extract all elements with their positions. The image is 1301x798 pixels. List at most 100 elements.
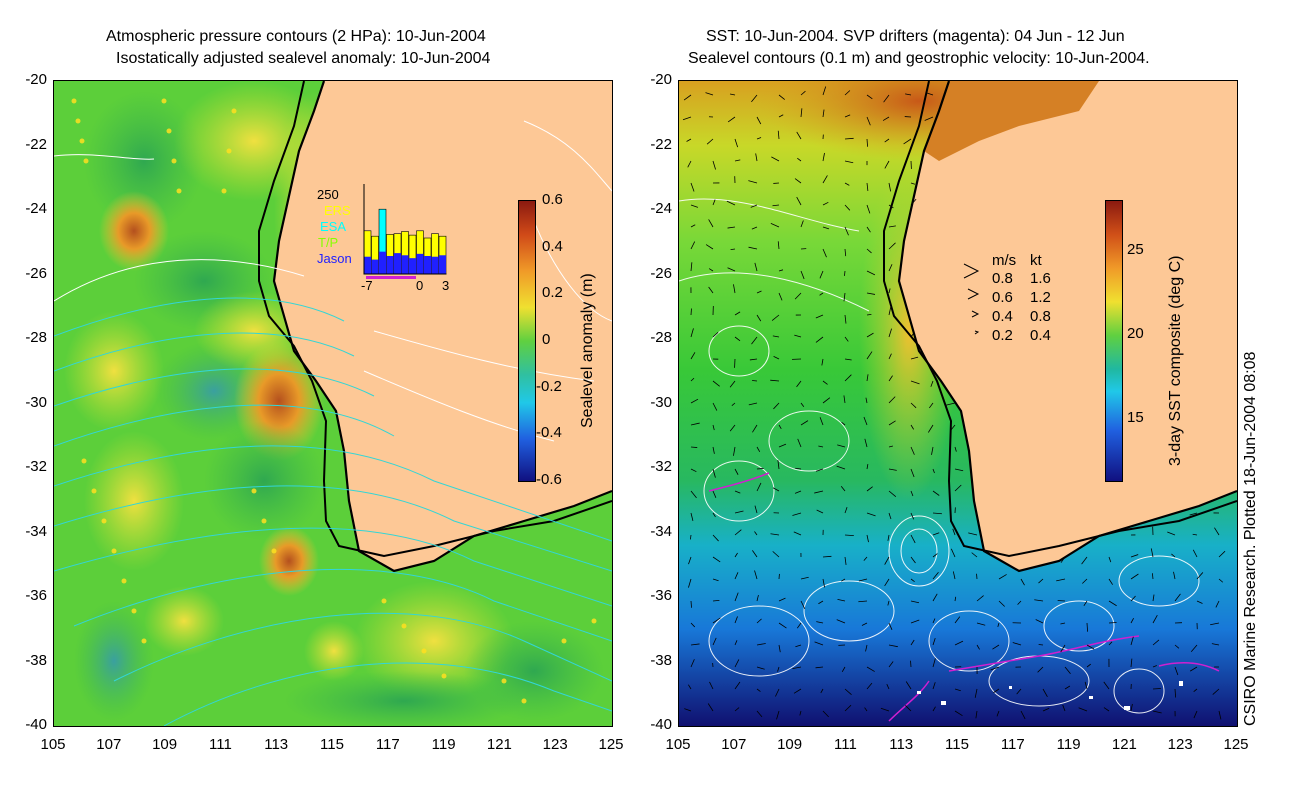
right-ytick: -38: [650, 651, 672, 669]
velocity-arrow: [822, 578, 825, 588]
inset-bar-jason: [409, 258, 416, 274]
velocity-arrow: [865, 644, 868, 652]
velocity-arrow: [1078, 707, 1088, 712]
velocity-arrow: [840, 485, 846, 492]
velocity-arrow: [888, 445, 894, 448]
velocity-arrow: [910, 578, 915, 583]
velocity-arrow: [910, 512, 915, 520]
velocity-arrow: [865, 397, 868, 404]
velocity-arrow: [884, 138, 890, 143]
velocity-arrow: [866, 94, 873, 100]
velocity-arrow: [814, 641, 824, 646]
velocity-arrow: [888, 353, 892, 360]
right-ytick: -24: [650, 200, 672, 217]
velocity-arrow: [1190, 644, 1198, 652]
velocity-arrow: [1210, 622, 1220, 626]
velocity-arrow: [1038, 644, 1044, 646]
velocity-arrow: [954, 484, 962, 492]
velocity-arrow: [866, 463, 869, 470]
velocity-arrow: [844, 248, 847, 257]
inset-bar-jason: [364, 256, 371, 274]
velocity-arrow: [910, 380, 920, 385]
velocity-arrow: [815, 666, 824, 669]
velocity-arrow: [1081, 556, 1088, 565]
velocity-arrow: [864, 438, 868, 448]
velocity-arrow: [734, 138, 739, 148]
velocity-arrow: [929, 402, 934, 409]
velocity-arrow: [1152, 710, 1162, 714]
velocity-arrow: [866, 226, 871, 233]
velocity-arrow: [815, 468, 824, 472]
velocity-arrow: [927, 424, 934, 433]
inset-xlabel-start: -7: [361, 278, 373, 293]
velocity-arrow: [734, 552, 738, 558]
velocity-arrow: [815, 336, 824, 343]
velocity-arrow: [932, 512, 942, 515]
velocity-arrow: [888, 420, 896, 426]
right-xtick: 105: [665, 736, 691, 753]
velocity-arrow: [734, 468, 739, 475]
right-cbtick: 20: [1127, 325, 1144, 342]
velocity-arrow: [1060, 556, 1066, 563]
velocity-arrow: [932, 553, 938, 558]
right-map: [678, 80, 1238, 727]
velocity-arrow: [756, 618, 762, 624]
velocity-arrow: [954, 710, 963, 716]
velocity-arrow: [687, 160, 692, 168]
inset-bar-jason: [379, 251, 386, 274]
velocity-arrow: [843, 292, 846, 302]
velocity-arrow: [903, 138, 912, 145]
velocity-arrow: [888, 622, 893, 630]
right-shelf-contour: [883, 81, 1237, 558]
velocity-arrow: [756, 467, 764, 470]
velocity-arrow: [884, 578, 890, 587]
velocity-arrow: [778, 597, 786, 602]
velocity-arrow: [930, 380, 934, 387]
velocity-arrow: [1167, 531, 1176, 536]
velocity-arrow: [690, 659, 695, 668]
velocity-arrow: [924, 116, 934, 121]
velocity-arrow: [866, 512, 876, 517]
left-ytick: -32: [25, 458, 47, 475]
velocity-arrow: [690, 446, 698, 448]
velocity-arrow: [844, 204, 851, 211]
velocity-arrow: [1062, 704, 1066, 712]
velocity-arrow: [861, 622, 868, 626]
velocity-arrow: [841, 578, 846, 582]
velocity-arrow: [727, 267, 736, 272]
velocity-arrow: [773, 402, 780, 410]
velocity-arrow: [794, 292, 802, 300]
velocity-arrow: [866, 182, 869, 191]
velocity-arrow: [777, 241, 780, 250]
velocity-arrow: [778, 644, 781, 653]
right-map-svg: [679, 81, 1237, 726]
velocity-arrow: [1212, 688, 1220, 695]
velocity-arrow: [1218, 710, 1222, 720]
velocity-arrow: [756, 710, 763, 718]
velocity-arrow: [688, 578, 692, 588]
velocity-arrow: [950, 548, 956, 558]
left-map-svg: [54, 81, 612, 726]
velocity-arrow: [1130, 573, 1139, 580]
velocity-arrow: [888, 396, 896, 404]
velocity-arrow: [932, 618, 936, 624]
velocity-arrow: [708, 268, 714, 272]
velocity-legend-kt: 1.2: [1030, 289, 1051, 306]
right-xtick: 117: [1000, 736, 1025, 753]
velocity-legend-arrows: [963, 263, 980, 335]
velocity-arrow: [729, 380, 736, 388]
velocity-arrow: [800, 402, 805, 407]
velocity-arrow: [866, 138, 868, 147]
right-xtick: 123: [1167, 736, 1193, 753]
velocity-arrow: [844, 182, 850, 186]
velocity-arrow: [888, 182, 892, 192]
velocity-arrow: [756, 643, 766, 646]
velocity-arrow: [778, 292, 783, 301]
velocity-arrow: [866, 682, 873, 690]
velocity-arrow: [797, 438, 802, 448]
velocity-arrow: [1035, 619, 1044, 624]
velocity-arrow: [843, 395, 846, 404]
velocity-arrow: [752, 424, 758, 433]
velocity-arrow: [997, 622, 1000, 628]
right-xtick: 107: [721, 736, 747, 753]
